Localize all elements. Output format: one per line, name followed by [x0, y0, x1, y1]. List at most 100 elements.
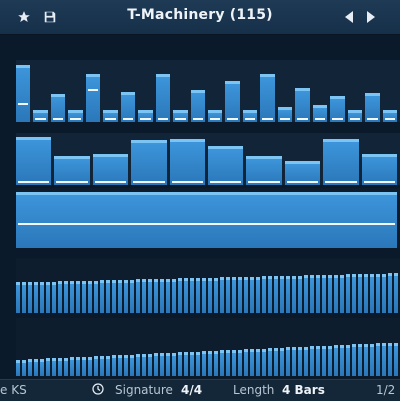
- step-bar[interactable]: [92, 154, 129, 185]
- step-bar[interactable]: [328, 275, 332, 313]
- step-bar[interactable]: [154, 353, 158, 376]
- step-bar[interactable]: [286, 347, 290, 376]
- step-bar[interactable]: [16, 137, 52, 185]
- step-bar[interactable]: [118, 355, 122, 376]
- step-bar[interactable]: [274, 348, 278, 376]
- step-bar[interactable]: [202, 351, 206, 376]
- step-bar[interactable]: [322, 275, 326, 313]
- step-lane-2[interactable]: [16, 133, 400, 185]
- step-bar[interactable]: [382, 274, 386, 313]
- step-bar[interactable]: [370, 274, 374, 313]
- step-bar[interactable]: [208, 146, 244, 185]
- step-bar[interactable]: [52, 282, 56, 313]
- step-bar[interactable]: [100, 356, 104, 376]
- step-bar[interactable]: [16, 360, 20, 376]
- step-bar[interactable]: [260, 74, 275, 122]
- step-bar[interactable]: [352, 344, 356, 376]
- step-bar[interactable]: [382, 110, 397, 122]
- step-bar[interactable]: [238, 350, 242, 376]
- step-bar[interactable]: [118, 280, 122, 313]
- step-bar[interactable]: [50, 94, 66, 122]
- step-bar[interactable]: [120, 92, 136, 122]
- step-bar[interactable]: [347, 110, 363, 122]
- step-bar[interactable]: [208, 278, 212, 313]
- step-bar[interactable]: [370, 344, 374, 376]
- step-bar[interactable]: [40, 282, 44, 313]
- step-bar[interactable]: [76, 357, 80, 376]
- step-bar[interactable]: [46, 282, 50, 313]
- step-bar[interactable]: [238, 277, 242, 313]
- step-bar[interactable]: [334, 345, 338, 376]
- step-bar[interactable]: [46, 358, 50, 376]
- step-bar[interactable]: [40, 359, 44, 376]
- step-bar[interactable]: [138, 110, 153, 122]
- step-bar[interactable]: [304, 347, 308, 376]
- step-bar[interactable]: [172, 279, 176, 313]
- step-bar[interactable]: [172, 353, 176, 376]
- step-bar[interactable]: [208, 110, 223, 122]
- step-bar[interactable]: [70, 281, 74, 313]
- step-bar[interactable]: [208, 351, 212, 376]
- save-icon[interactable]: [40, 6, 60, 28]
- step-bar[interactable]: [112, 355, 116, 376]
- step-bar[interactable]: [16, 192, 397, 248]
- step-bar[interactable]: [68, 110, 83, 122]
- step-bar[interactable]: [310, 275, 314, 313]
- step-bar[interactable]: [178, 352, 182, 376]
- step-bar[interactable]: [280, 276, 284, 313]
- step-bar[interactable]: [340, 345, 344, 376]
- step-bar[interactable]: [262, 276, 266, 313]
- step-bar[interactable]: [82, 357, 86, 376]
- step-bar[interactable]: [184, 352, 188, 376]
- step-lane-4[interactable]: [16, 258, 400, 313]
- step-bar[interactable]: [316, 346, 320, 376]
- step-bar[interactable]: [124, 355, 128, 376]
- step-bar[interactable]: [358, 344, 362, 376]
- step-bar[interactable]: [364, 344, 368, 376]
- step-bar[interactable]: [58, 281, 62, 313]
- step-bar[interactable]: [394, 343, 398, 376]
- step-bar[interactable]: [352, 274, 356, 313]
- step-bar[interactable]: [358, 274, 362, 313]
- step-bar[interactable]: [214, 351, 218, 376]
- step-bar[interactable]: [295, 88, 310, 122]
- step-bar[interactable]: [124, 280, 128, 313]
- step-bar[interactable]: [361, 154, 397, 185]
- step-bar[interactable]: [34, 282, 38, 313]
- step-bar[interactable]: [388, 343, 392, 376]
- step-bar[interactable]: [178, 278, 182, 313]
- step-bar[interactable]: [142, 354, 146, 376]
- step-bar[interactable]: [244, 349, 248, 376]
- step-bar[interactable]: [22, 360, 26, 376]
- step-bar[interactable]: [220, 350, 224, 376]
- step-bar[interactable]: [310, 346, 314, 376]
- step-bar[interactable]: [33, 110, 48, 122]
- step-bar[interactable]: [155, 74, 171, 122]
- step-bar[interactable]: [330, 96, 345, 122]
- step-bar[interactable]: [112, 280, 116, 313]
- step-bar[interactable]: [312, 105, 328, 122]
- step-bar[interactable]: [292, 276, 296, 313]
- step-bar[interactable]: [64, 358, 68, 376]
- step-bar[interactable]: [154, 279, 158, 313]
- step-bar[interactable]: [244, 277, 248, 313]
- step-bar[interactable]: [346, 274, 350, 313]
- step-bar[interactable]: [100, 280, 104, 313]
- step-bar[interactable]: [246, 156, 282, 185]
- step-bar[interactable]: [316, 275, 320, 313]
- step-bar[interactable]: [298, 347, 302, 376]
- length-value[interactable]: 4 Bars: [282, 383, 325, 397]
- step-bar[interactable]: [184, 278, 188, 313]
- step-bar[interactable]: [394, 273, 398, 313]
- step-bar[interactable]: [292, 347, 296, 376]
- step-bar[interactable]: [323, 139, 359, 185]
- step-bar[interactable]: [70, 357, 74, 376]
- step-bar[interactable]: [160, 279, 164, 313]
- step-bar[interactable]: [130, 355, 134, 376]
- step-bar[interactable]: [34, 359, 38, 376]
- step-bar[interactable]: [250, 277, 254, 313]
- step-bar[interactable]: [364, 274, 368, 313]
- step-bar[interactable]: [148, 279, 152, 313]
- step-bar[interactable]: [388, 273, 392, 313]
- signature-value[interactable]: 4/4: [181, 383, 203, 397]
